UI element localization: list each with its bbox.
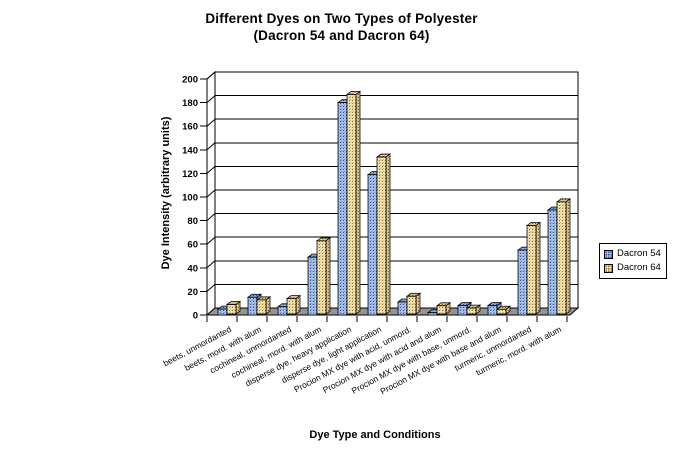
- gridline-wall-segment: [206, 189, 216, 198]
- gridline-wall-segment: [206, 260, 216, 269]
- y-tick-label: 140: [182, 145, 198, 156]
- legend: Dacron 54 Dacron 64: [599, 243, 667, 279]
- legend-item-dacron-64: Dacron 64: [604, 261, 661, 275]
- gridline-wall-segment: [206, 71, 216, 80]
- gridline-wall-segment: [206, 284, 216, 292]
- dacron-64-swatch-icon: [604, 263, 613, 273]
- y-tick-label: 160: [182, 122, 198, 133]
- bar-dacron-64-4: [345, 90, 362, 315]
- bar-dacron-64-2: [285, 294, 302, 315]
- y-tick-label: 0: [193, 311, 198, 322]
- bar-dacron-64-9: [495, 305, 512, 315]
- y-tick-label: 40: [187, 263, 198, 274]
- legend-item-dacron-54: Dacron 54: [604, 247, 661, 261]
- bar-dacron-64-8: [465, 304, 482, 315]
- gridline-wall-segment: [206, 95, 216, 103]
- gridline-wall-segment: [206, 166, 216, 174]
- y-tick-label: 100: [182, 193, 198, 204]
- chart-subtitle: (Dacron 54 and Dacron 64): [253, 28, 430, 43]
- legend-label-dacron-54: Dacron 54: [617, 248, 661, 259]
- bar-dacron-64-10: [525, 221, 542, 315]
- gridline-wall-segment: [206, 236, 216, 245]
- bar-dacron-64-11: [555, 198, 572, 315]
- y-tick-label: 120: [182, 169, 198, 180]
- dacron-54-swatch-icon: [604, 249, 613, 259]
- gridline-wall-segment: [206, 142, 216, 151]
- y-tick-label: 80: [187, 216, 198, 227]
- bar-dacron-64-0: [225, 300, 242, 315]
- y-tick-label: 60: [187, 240, 198, 251]
- bar-dacron-64-1: [255, 296, 272, 315]
- gridline-wall-segment: [206, 213, 216, 221]
- legend-label-dacron-64: Dacron 64: [617, 262, 661, 273]
- bar-dacron-64-7: [435, 301, 452, 315]
- y-tick-label: 180: [182, 98, 198, 109]
- gridline-wall-segment: [206, 118, 216, 127]
- chart-title: Different Dyes on Two Types of Polyester: [205, 11, 478, 26]
- bar-dacron-64-3: [315, 237, 332, 315]
- bar-dacron-64-5: [375, 153, 392, 315]
- y-tick-label: 20: [187, 287, 198, 298]
- bar-dacron-64-6: [405, 292, 422, 315]
- y-tick-label: 200: [182, 75, 198, 86]
- x-axis-title: Dye Type and Conditions: [309, 429, 441, 441]
